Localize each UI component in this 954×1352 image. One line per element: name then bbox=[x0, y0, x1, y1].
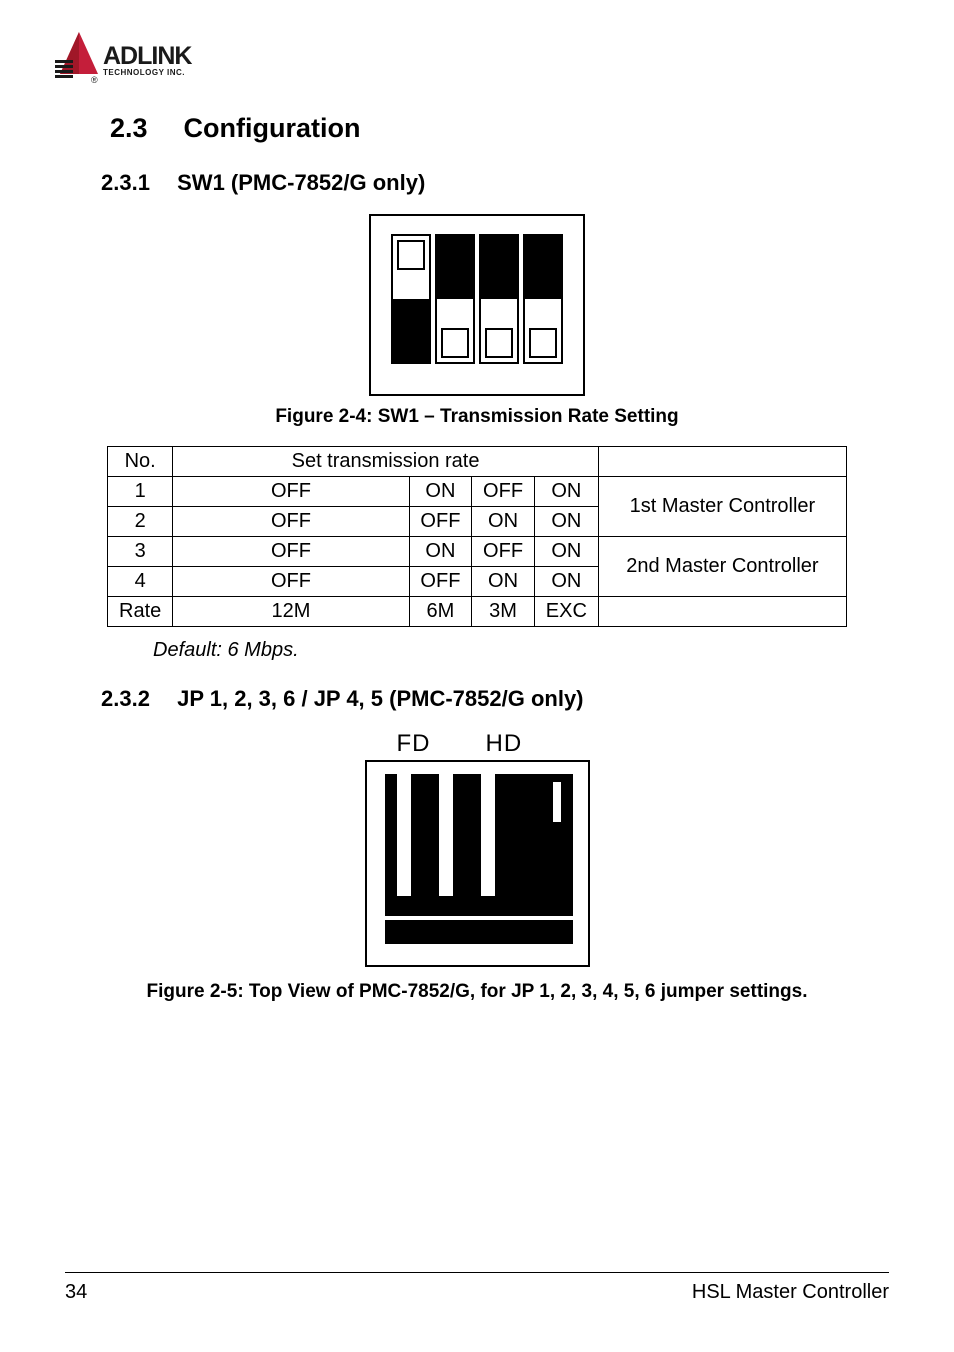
svg-text:®: ® bbox=[91, 75, 98, 85]
svg-text:ADLINK: ADLINK bbox=[103, 42, 192, 70]
table-row: 1 OFF ON OFF ON 1st Master Controller bbox=[108, 477, 847, 507]
adlink-logo: ADLINK TECHNOLOGY INC. ® bbox=[55, 28, 889, 91]
dip-switch bbox=[435, 234, 475, 364]
subsection-heading-1: 2.3.1 SW1 (PMC-7852/G only) bbox=[101, 170, 889, 196]
subsection-heading-2: 2.3.2 JP 1, 2, 3, 6 / JP 4, 5 (PMC-7852/… bbox=[101, 686, 889, 712]
figure-2-5-caption: Figure 2-5: Top View of PMC-7852/G, for … bbox=[65, 981, 889, 1003]
figure-2-5: FD HD bbox=[65, 730, 889, 967]
page-footer: 34 HSL Master Controller bbox=[65, 1272, 889, 1304]
table-rate-row: Rate 12M 6M 3M EXC bbox=[108, 597, 847, 627]
table-row: 3 OFF ON OFF ON 2nd Master Controller bbox=[108, 537, 847, 567]
section-number: 2.3 bbox=[110, 113, 176, 144]
th-empty bbox=[598, 447, 846, 477]
th-no: No. bbox=[108, 447, 173, 477]
subsection-number: 2.3.1 bbox=[101, 170, 171, 196]
figure-2-4-caption: Figure 2-4: SW1 – Transmission Rate Sett… bbox=[65, 406, 889, 428]
section-heading: 2.3 Configuration bbox=[110, 113, 889, 144]
sw1-table: No. Set transmission rate 1 OFF ON OFF O… bbox=[107, 446, 847, 627]
jp-label-fd: FD bbox=[397, 730, 431, 758]
dip-switch bbox=[479, 234, 519, 364]
figure-2-4 bbox=[65, 214, 889, 396]
section-title: Configuration bbox=[184, 113, 361, 143]
jp-label-hd: HD bbox=[486, 730, 523, 758]
dip-switch bbox=[523, 234, 563, 364]
subsection-title: SW1 (PMC-7852/G only) bbox=[177, 170, 425, 195]
page-number: 34 bbox=[65, 1281, 87, 1304]
svg-text:TECHNOLOGY INC.: TECHNOLOGY INC. bbox=[103, 68, 185, 77]
footer-title: HSL Master Controller bbox=[692, 1281, 889, 1304]
default-note: Default: 6 Mbps. bbox=[153, 639, 889, 662]
th-rate: Set transmission rate bbox=[173, 447, 599, 477]
subsection-title: JP 1, 2, 3, 6 / JP 4, 5 (PMC-7852/G only… bbox=[177, 686, 583, 711]
dip-switch bbox=[391, 234, 431, 364]
subsection-number: 2.3.2 bbox=[101, 686, 171, 712]
table-header-row: No. Set transmission rate bbox=[108, 447, 847, 477]
